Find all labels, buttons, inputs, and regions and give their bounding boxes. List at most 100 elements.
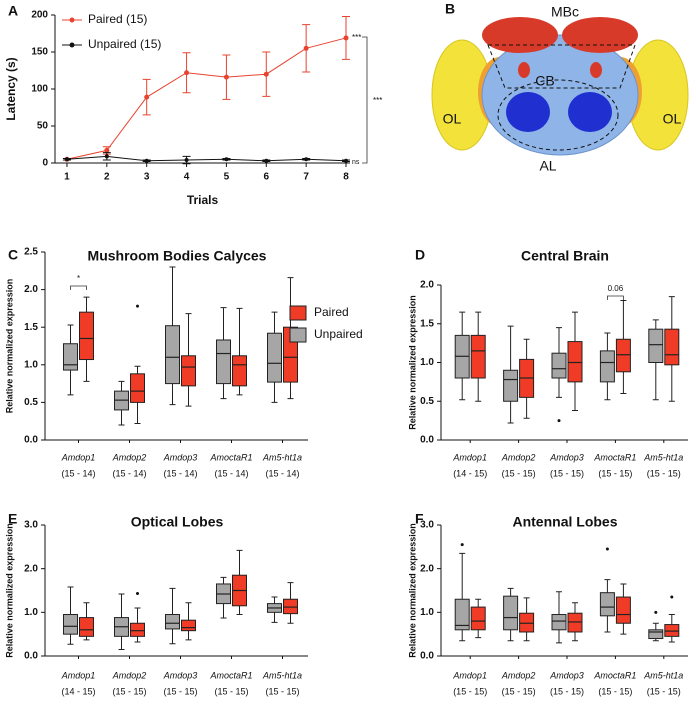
central-brain-shape (481, 34, 639, 156)
y-tick-label: 150 (31, 47, 48, 58)
whisker-low (287, 382, 294, 400)
panel-letter: C (8, 247, 18, 263)
region-label: AL (539, 158, 556, 174)
whisker-high (507, 587, 514, 597)
whisker-low (459, 378, 466, 401)
significance-bracket (70, 285, 87, 290)
point (343, 35, 349, 41)
x-tick-label: Amdop2 (112, 670, 147, 680)
x-tick-label: 5 (224, 172, 230, 183)
whisker-high (556, 327, 562, 354)
outlier (557, 419, 561, 423)
region-label: OL (663, 111, 682, 127)
annotation: ns (352, 159, 360, 166)
whisker-high (287, 582, 294, 600)
n-label: (15 - 15) (502, 468, 536, 478)
point (184, 70, 190, 76)
box (63, 614, 78, 635)
point (144, 94, 150, 100)
outlier (605, 547, 609, 551)
whisker-high (459, 311, 466, 336)
n-label: (15 - 15) (163, 686, 197, 696)
x-tick-label: Amdop2 (501, 670, 536, 680)
whisker-high (668, 296, 675, 330)
x-tick-label: Amdop1 (452, 452, 487, 462)
legend-swatch (289, 305, 307, 321)
n-label: (15 - 15) (647, 686, 681, 696)
whisker-low (236, 605, 243, 616)
n-label: (15 - 15) (550, 686, 584, 696)
y-tick-label: 1.0 (420, 607, 434, 618)
n-label: (15 - 15) (598, 468, 632, 478)
whisker-low (523, 397, 530, 419)
n-label: (15 - 15) (647, 468, 681, 478)
box (454, 598, 470, 631)
y-tick-label: 1.5 (420, 318, 434, 329)
box (63, 343, 78, 371)
y-tick-label: 2.5 (24, 247, 38, 258)
legend-marker (69, 42, 75, 48)
whisker-low (67, 370, 74, 396)
whisker-high (523, 338, 530, 360)
whisker-high (572, 602, 578, 614)
panel-letter: A (8, 3, 18, 19)
box (519, 612, 535, 633)
box (503, 595, 519, 631)
x-tick-label: AmoctaR1 (209, 670, 252, 680)
brain-shape (590, 62, 602, 78)
n-label: (15 - 15) (598, 686, 632, 696)
x-tick-label: Amdop1 (61, 670, 96, 680)
x-tick-label: AmoctaR1 (593, 452, 636, 462)
outlier (670, 595, 674, 599)
box (567, 612, 583, 633)
y-tick-label: 0.0 (420, 435, 434, 446)
whisker-high (220, 307, 227, 340)
whisker-high (134, 365, 141, 374)
whisker-low (220, 383, 227, 400)
y-tick-label: 2.0 (420, 280, 434, 291)
whisker-low (507, 401, 514, 424)
whisker-high (668, 614, 675, 625)
whisker-low (83, 636, 90, 641)
whisker-low (556, 629, 562, 644)
y-tick-label: 0.5 (24, 397, 38, 408)
annotation: * (77, 274, 80, 283)
n-label: (15 - 14) (163, 468, 197, 478)
y-tick-label: 2.0 (24, 284, 38, 295)
whisker-high (236, 307, 243, 356)
y-tick-label: 200 (31, 10, 48, 21)
brain-image: B MBc CB OL OL AL (431, 1, 689, 174)
whisker-low (271, 612, 278, 623)
y-tick-label: 1.0 (24, 359, 38, 370)
box (664, 328, 680, 366)
box (470, 334, 486, 379)
box (551, 352, 567, 379)
annotation: *** (352, 33, 361, 42)
x-tick-label: Amdop3 (549, 452, 584, 462)
box (615, 338, 631, 373)
whisker-low (572, 631, 578, 642)
box (267, 332, 282, 383)
whisker-high (572, 311, 578, 342)
y-tick-label: 0.0 (24, 435, 38, 446)
whisker-low (67, 634, 74, 645)
n-label: (15 - 15) (550, 468, 584, 478)
n-label: (15 - 15) (265, 686, 299, 696)
x-tick-label: AmoctaR1 (209, 452, 252, 462)
whisker-high (620, 300, 627, 340)
brain-shape (518, 62, 530, 78)
x-tick-label: Amdop1 (452, 670, 487, 680)
series-line (66, 37, 347, 160)
y-axis-title: Relative normalized expression (4, 279, 14, 414)
x-tick-label: 3 (144, 172, 150, 183)
annotation: *** (373, 96, 382, 105)
whisker-low (271, 382, 278, 403)
whisker-high (169, 587, 176, 615)
whisker-low (652, 362, 659, 401)
chart-title: Mushroom Bodies Calyces (88, 248, 267, 264)
y-tick-label: 0.5 (420, 396, 434, 407)
antennal-lobe-shape (568, 92, 612, 132)
box (599, 350, 615, 383)
whisker-high (523, 597, 530, 614)
whisker-low (118, 636, 125, 650)
